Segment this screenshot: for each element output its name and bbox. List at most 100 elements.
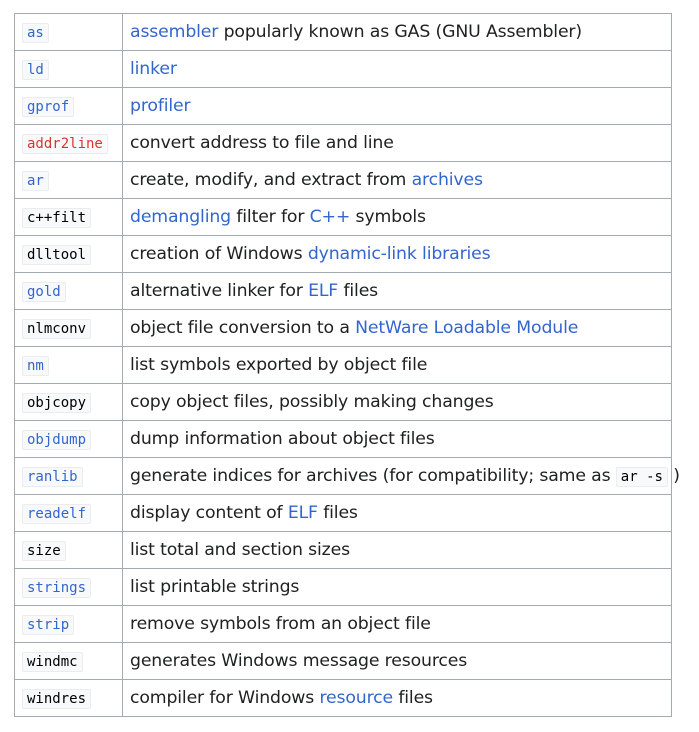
description-text: object file conversion to a <box>130 318 356 338</box>
command-cell: ranlib <box>14 457 123 495</box>
table-row: nlmconv object file conversion to a NetWa… <box>14 309 672 347</box>
description-link[interactable]: linker <box>130 59 177 79</box>
binutils-table: as assembler popularly known as GAS (GNU … <box>14 13 680 717</box>
table-row: strip remove symbols from an object file <box>14 605 672 643</box>
description-cell: copy object files, possibly making chang… <box>122 383 672 421</box>
description-cell: create, modify, and extract from archive… <box>122 161 672 199</box>
description-cell: profiler <box>122 87 672 125</box>
table-row: size list total and section sizes <box>14 531 672 569</box>
command-name[interactable]: addr2line <box>22 133 108 154</box>
command-name: c++filt <box>22 207 92 228</box>
description-text: ) <box>667 465 680 486</box>
description-cell: remove symbols from an object file <box>122 605 672 643</box>
command-name: dlltool <box>22 244 92 265</box>
command-cell: objcopy <box>14 383 123 421</box>
command-cell: ld <box>14 50 123 88</box>
command-cell: readelf <box>14 494 123 532</box>
description-cell: assembler popularly known as GAS (GNU As… <box>122 13 672 51</box>
command-cell: strings <box>14 568 123 606</box>
description-text: symbols <box>350 207 427 227</box>
command-name[interactable]: gprof <box>22 96 75 117</box>
command-cell: ar <box>14 161 123 199</box>
command-name[interactable]: nm <box>22 355 49 376</box>
description-link[interactable]: ELF <box>308 281 339 301</box>
description-cell: compiler for Windows resource files <box>122 679 672 717</box>
description-text: remove symbols from an object file <box>130 614 431 634</box>
table-row: nm list symbols exported by object file <box>14 346 672 384</box>
command-name[interactable]: as <box>22 22 49 43</box>
description-cell: list symbols exported by object file <box>122 346 672 384</box>
command-cell: gprof <box>14 87 123 125</box>
description-cell: linker <box>122 50 672 88</box>
description-text: filter for <box>230 207 310 227</box>
command-cell: addr2line <box>14 124 123 162</box>
table-row: addr2line convert address to file and lin… <box>14 124 672 162</box>
table-row: c++filt demangling filter for C++ symbols <box>14 198 672 236</box>
description-text: dump information about object files <box>130 429 435 449</box>
description-link[interactable]: assembler <box>130 22 219 42</box>
description-text: popularly known as GAS (GNU Assembler) <box>218 22 583 42</box>
description-cell: display content of ELF files <box>122 494 672 532</box>
command-name: windres <box>22 688 92 709</box>
command-name[interactable]: readelf <box>22 503 92 524</box>
command-cell: nlmconv <box>14 309 123 347</box>
description-text: generates Windows message resources <box>130 651 468 671</box>
command-name[interactable]: strip <box>22 614 75 635</box>
command-name: nlmconv <box>22 318 92 339</box>
command-cell: strip <box>14 605 123 643</box>
description-cell: generates Windows message resources <box>122 642 672 680</box>
description-link[interactable]: dynamic-link libraries <box>307 244 491 264</box>
table-row: objcopy copy object files, possibly makin… <box>14 383 672 421</box>
description-cell: demangling filter for C++ symbols <box>122 198 672 236</box>
description-cell: generate indices for archives (for compa… <box>122 457 680 495</box>
command-cell: c++filt <box>14 198 123 236</box>
description-text: copy object files, possibly making chang… <box>130 392 494 412</box>
table-row: windmc generates Windows message resource… <box>14 642 672 680</box>
table-row: gold alternative linker for ELF files <box>14 272 672 310</box>
description-text: list symbols exported by object file <box>130 355 428 375</box>
description-text: create, modify, and extract from <box>130 170 412 190</box>
description-link[interactable]: archives <box>411 170 483 190</box>
description-link[interactable]: ELF <box>287 503 318 523</box>
command-name: size <box>22 540 66 561</box>
table-row: ld linker <box>14 50 672 88</box>
command-name[interactable]: ld <box>22 59 49 80</box>
description-link[interactable]: profiler <box>130 96 191 116</box>
table-row: dlltool creation of Windows dynamic-link … <box>14 235 672 273</box>
description-link[interactable]: C++ <box>309 207 351 227</box>
table-row: readelf display content of ELF files <box>14 494 672 532</box>
description-link[interactable]: demangling <box>130 207 231 227</box>
description-text: files <box>317 503 358 523</box>
command-name: windmc <box>22 651 83 672</box>
description-cell: creation of Windows dynamic-link librari… <box>122 235 672 273</box>
table-row: ar create, modify, and extract from archi… <box>14 161 672 199</box>
description-text: display content of <box>130 503 288 523</box>
command-name[interactable]: strings <box>22 577 92 598</box>
description-text: files <box>393 688 433 708</box>
description-cell: dump information about object files <box>122 420 672 458</box>
description-cell: convert address to file and line <box>122 124 672 162</box>
description-text: convert address to file and line <box>130 133 394 153</box>
description-text: compiler for Windows <box>130 688 320 708</box>
command-name[interactable]: objdump <box>22 429 92 450</box>
command-name[interactable]: ranlib <box>22 466 83 487</box>
command-name[interactable]: gold <box>22 281 66 302</box>
description-link[interactable]: NetWare Loadable Module <box>355 318 579 338</box>
command-cell: dlltool <box>14 235 123 273</box>
description-text: list total and section sizes <box>130 540 350 560</box>
command-cell: windmc <box>14 642 123 680</box>
command-name: objcopy <box>22 392 92 413</box>
table-row: ranlib generate indices for archives (for… <box>14 457 680 495</box>
table-row: windres compiler for Windows resource fil… <box>14 679 672 717</box>
table-row: objdump dump information about object fil… <box>14 420 672 458</box>
content-area: as assembler popularly known as GAS (GNU … <box>14 13 680 717</box>
description-cell: alternative linker for ELF files <box>122 272 672 310</box>
command-cell: gold <box>14 272 123 310</box>
description-cell: list printable strings <box>122 568 672 606</box>
description-cell: object file conversion to a NetWare Load… <box>122 309 672 347</box>
command-name[interactable]: ar <box>22 170 49 191</box>
command-cell: size <box>14 531 123 569</box>
description-link[interactable]: resource <box>319 688 393 708</box>
command-cell: objdump <box>14 420 123 458</box>
description-cell: list total and section sizes <box>122 531 672 569</box>
